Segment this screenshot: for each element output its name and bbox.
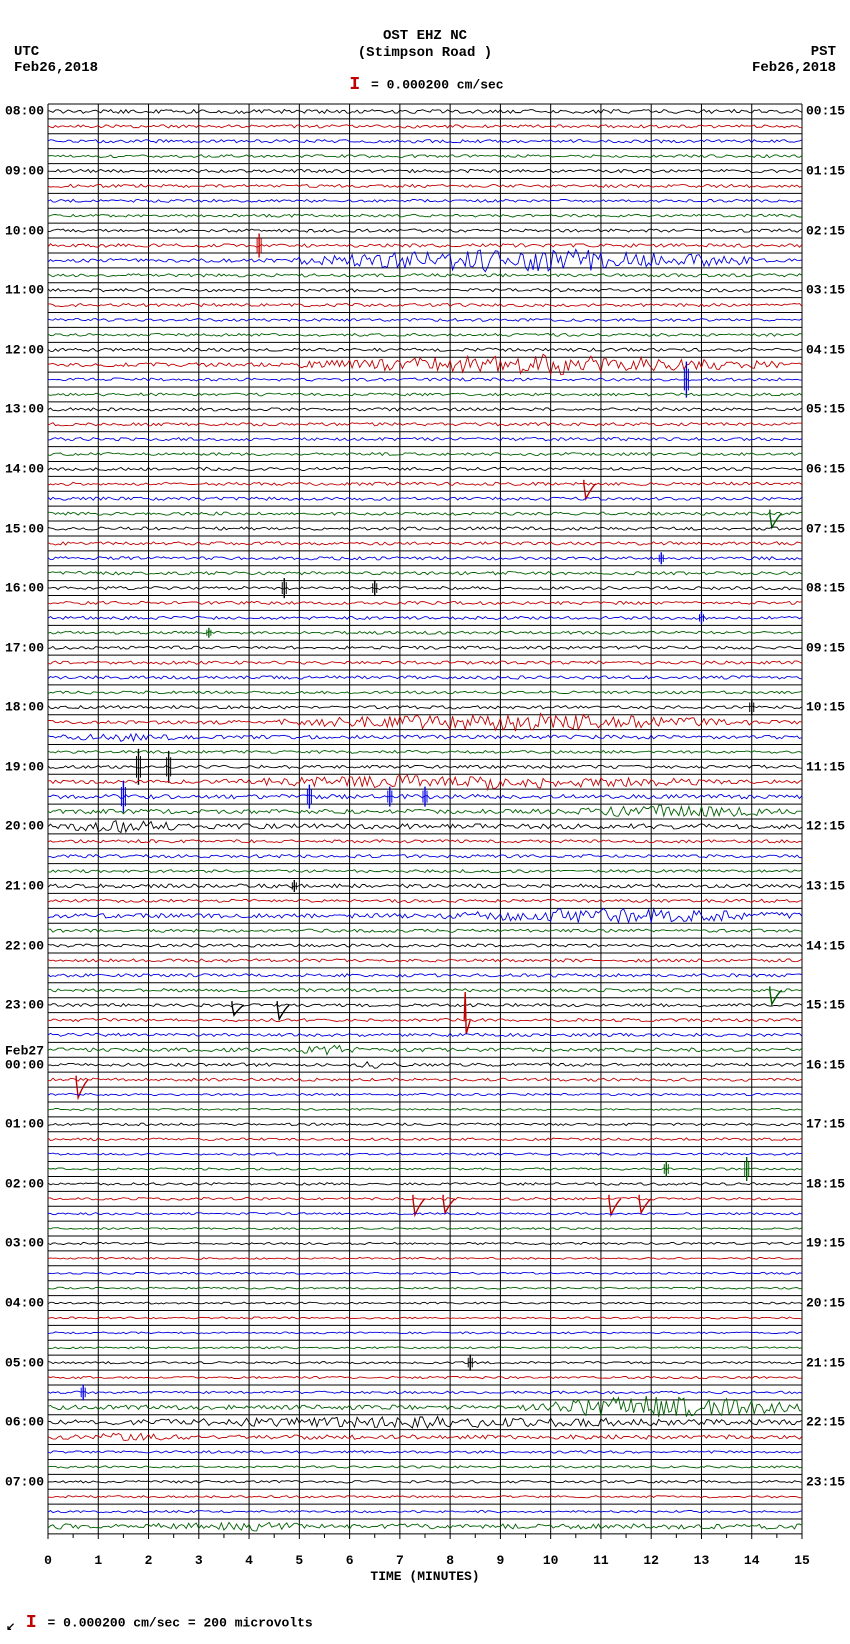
time-label: 22:15 (806, 1415, 850, 1430)
title-line1: OST EHZ NC (0, 28, 850, 45)
right-tz-date: PST Feb26,2018 (752, 44, 836, 76)
x-tick-label: 6 (346, 1553, 354, 1568)
time-label: 07:00 (0, 1474, 44, 1489)
date-rollover-label: Feb27 (0, 1043, 44, 1058)
x-axis: TIME (MINUTES) 0123456789101112131415 (0, 1539, 850, 1593)
time-label: 04:15 (806, 342, 850, 357)
x-tick-label: 11 (593, 1553, 609, 1568)
time-label: 17:15 (806, 1117, 850, 1132)
time-label: 17:00 (0, 640, 44, 655)
time-label: 05:15 (806, 402, 850, 417)
time-label: 20:15 (806, 1296, 850, 1311)
x-tick-label: 13 (694, 1553, 710, 1568)
x-tick-label: 12 (643, 1553, 659, 1568)
time-label: 13:15 (806, 878, 850, 893)
time-label: 09:00 (0, 164, 44, 179)
time-label: 03:15 (806, 283, 850, 298)
time-label: 23:15 (806, 1474, 850, 1489)
time-label: 08:15 (806, 581, 850, 596)
time-label: 13:00 (0, 402, 44, 417)
right-tz: PST (752, 44, 836, 60)
time-label: 00:00 (0, 1057, 44, 1072)
x-tick-label: 5 (295, 1553, 303, 1568)
scale-bar-icon: I (346, 75, 363, 95)
time-label: 14:00 (0, 461, 44, 476)
x-tick-label: 15 (794, 1553, 810, 1568)
time-label: 21:00 (0, 878, 44, 893)
time-label: 20:00 (0, 819, 44, 834)
time-label: 19:15 (806, 1236, 850, 1251)
time-label: 04:00 (0, 1296, 44, 1311)
footer-text: = 0.000200 cm/sec = 200 microvolts (47, 1615, 312, 1630)
left-date: Feb26,2018 (14, 60, 98, 76)
scale-label: = 0.000200 cm/sec (363, 77, 503, 92)
x-tick-label: 3 (195, 1553, 203, 1568)
scale-indicator: I = 0.000200 cm/sec (0, 75, 850, 99)
time-label: 23:00 (0, 998, 44, 1013)
x-tick-label: 4 (245, 1553, 253, 1568)
time-label: 15:15 (806, 998, 850, 1013)
station-title: OST EHZ NC (Stimpson Road ) (0, 0, 850, 62)
time-label: 03:00 (0, 1236, 44, 1251)
time-label: 16:00 (0, 581, 44, 596)
time-label: 01:15 (806, 164, 850, 179)
x-tick-label: 8 (446, 1553, 454, 1568)
x-axis-title: TIME (MINUTES) (370, 1569, 479, 1584)
left-tz-date: UTC Feb26,2018 (14, 44, 98, 76)
x-tick-label: 0 (44, 1553, 52, 1568)
x-tick-label: 14 (744, 1553, 760, 1568)
right-date: Feb26,2018 (752, 60, 836, 76)
time-label: 22:00 (0, 938, 44, 953)
time-label: 21:15 (806, 1355, 850, 1370)
time-label: 00:15 (806, 104, 850, 119)
time-label: 05:00 (0, 1355, 44, 1370)
time-label: 12:00 (0, 342, 44, 357)
title-line2: (Stimpson Road ) (0, 45, 850, 62)
x-tick-label: 2 (145, 1553, 153, 1568)
time-label: 01:00 (0, 1117, 44, 1132)
time-label: 02:15 (806, 223, 850, 238)
x-tick-label: 1 (94, 1553, 102, 1568)
time-label: 18:00 (0, 700, 44, 715)
x-tick-label: 10 (543, 1553, 559, 1568)
time-label: 11:00 (0, 283, 44, 298)
time-label: 16:15 (806, 1057, 850, 1072)
time-label: 07:15 (806, 521, 850, 536)
time-label: 02:00 (0, 1176, 44, 1191)
time-label: 14:15 (806, 938, 850, 953)
time-label: 06:00 (0, 1415, 44, 1430)
time-label: 15:00 (0, 521, 44, 536)
time-label: 10:15 (806, 700, 850, 715)
time-label: 18:15 (806, 1176, 850, 1191)
left-tz: UTC (14, 44, 98, 60)
time-label: 08:00 (0, 104, 44, 119)
time-label: 06:15 (806, 461, 850, 476)
x-tick-label: 7 (396, 1553, 404, 1568)
header: UTC Feb26,2018 OST EHZ NC (Stimpson Road… (0, 0, 850, 75)
time-label: 11:15 (806, 759, 850, 774)
time-label: 12:15 (806, 819, 850, 834)
helicorder-plot: 08:00 09:00 10:00 11:00 12:00 13:00 14:00 15:00… (0, 99, 850, 1539)
plot-svg (0, 99, 850, 1539)
x-tick-label: 9 (496, 1553, 504, 1568)
footer-scale: ↙ I = 0.000200 cm/sec = 200 microvolts (0, 1593, 850, 1644)
footer-scale-bar-icon: I (15, 1613, 47, 1633)
time-label: 10:00 (0, 223, 44, 238)
time-label: 19:00 (0, 759, 44, 774)
time-label: 09:15 (806, 640, 850, 655)
